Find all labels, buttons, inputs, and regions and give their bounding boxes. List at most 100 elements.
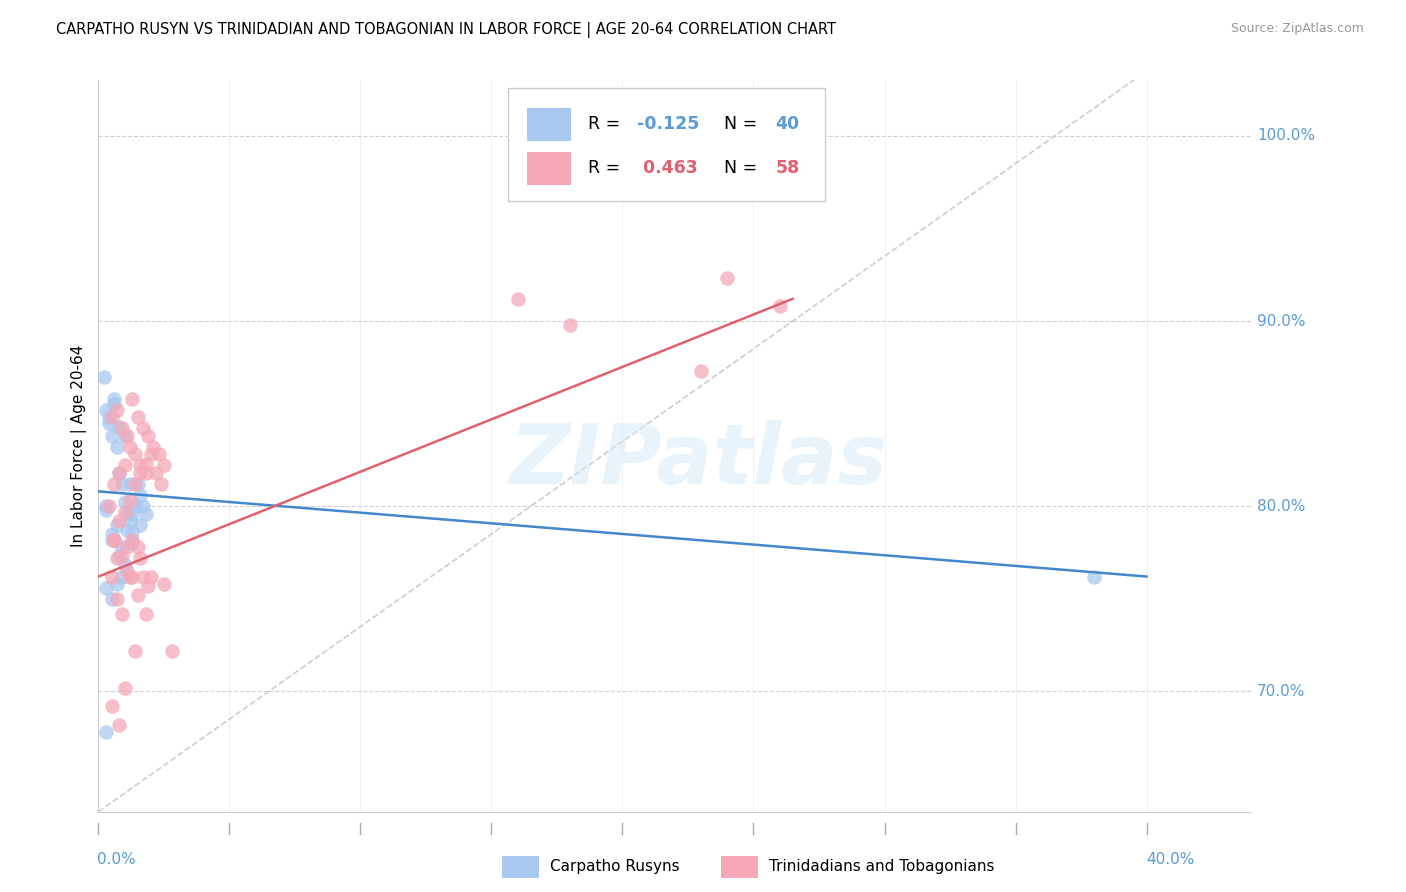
Point [97, 410, 120, 425]
Point [117, 429, 138, 443]
Point [121, 569, 143, 583]
Text: 58: 58 [775, 159, 800, 177]
Point [117, 507, 138, 521]
Text: 100.0%: 100.0% [1257, 128, 1315, 144]
Text: Source: ZipAtlas.com: Source: ZipAtlas.com [1230, 22, 1364, 36]
Point [117, 523, 138, 537]
FancyBboxPatch shape [508, 87, 825, 201]
Point [153, 458, 176, 473]
Point [103, 533, 125, 547]
Point [103, 397, 125, 411]
Point [100, 429, 122, 443]
Point [100, 591, 122, 606]
Text: 70.0%: 70.0% [1257, 684, 1306, 698]
Bar [527, 152, 571, 185]
Point [100, 533, 122, 547]
Point [96, 503, 118, 517]
Point [96, 581, 118, 595]
Point [111, 569, 134, 583]
Point [114, 681, 136, 695]
Point [142, 440, 165, 454]
Point [103, 533, 125, 547]
Point [129, 466, 152, 480]
Point [1083, 569, 1105, 583]
Text: 0.0%: 0.0% [97, 852, 136, 867]
Point [129, 551, 152, 566]
Point [108, 514, 131, 528]
Text: 90.0%: 90.0% [1257, 313, 1306, 328]
Point [96, 403, 118, 417]
Point [97, 416, 120, 430]
Point [96, 725, 118, 739]
Point [105, 403, 128, 417]
Point [148, 447, 170, 461]
Point [139, 569, 162, 583]
Text: Carpatho Rusyns: Carpatho Rusyns [550, 859, 681, 874]
Point [96, 499, 118, 513]
Point [117, 540, 138, 554]
Point [160, 643, 183, 657]
Point [111, 549, 134, 564]
Point [111, 421, 134, 435]
Point [108, 466, 131, 480]
Point [136, 429, 159, 443]
Point [121, 525, 143, 540]
Point [558, 318, 581, 332]
Point [121, 507, 143, 521]
Point [114, 458, 136, 473]
Point [769, 299, 792, 313]
Text: ZIPatlas: ZIPatlas [509, 420, 887, 501]
Point [105, 551, 128, 566]
Text: CARPATHO RUSYN VS TRINIDADIAN AND TOBAGONIAN IN LABOR FORCE | AGE 20-64 CORRELAT: CARPATHO RUSYN VS TRINIDADIAN AND TOBAGO… [56, 22, 837, 38]
Point [100, 527, 122, 541]
Point [127, 588, 149, 602]
Point [93, 369, 115, 384]
Point [118, 569, 141, 583]
Point [118, 514, 141, 528]
Point [124, 643, 146, 657]
Point [129, 458, 152, 473]
Text: 40.0%: 40.0% [1146, 852, 1195, 867]
Point [121, 533, 143, 547]
Point [105, 577, 128, 591]
Point [506, 292, 529, 306]
Point [124, 447, 146, 461]
Point [105, 517, 128, 532]
Text: N =: N = [713, 115, 762, 133]
Text: -0.125: -0.125 [637, 115, 699, 133]
Point [132, 499, 155, 513]
Point [135, 507, 157, 521]
Text: 80.0%: 80.0% [1257, 499, 1306, 514]
Text: Trinidadians and Tobagonians: Trinidadians and Tobagonians [769, 859, 995, 874]
Point [105, 591, 128, 606]
Point [136, 579, 159, 593]
Point [135, 457, 157, 471]
Point [135, 466, 157, 480]
Point [111, 540, 134, 554]
Point [111, 477, 134, 491]
Point [135, 607, 157, 621]
Point [105, 440, 128, 454]
Point [111, 607, 134, 621]
Y-axis label: In Labor Force | Age 20-64: In Labor Force | Age 20-64 [72, 345, 87, 547]
Point [153, 577, 176, 591]
Point [690, 364, 713, 378]
Point [108, 419, 131, 434]
Text: N =: N = [713, 159, 762, 177]
Point [132, 569, 155, 583]
Point [108, 466, 131, 480]
Point [114, 429, 136, 443]
Text: R =: R = [588, 115, 626, 133]
Point [118, 477, 141, 491]
Point [114, 495, 136, 509]
Point [121, 536, 143, 550]
Point [124, 499, 146, 513]
Point [132, 421, 155, 435]
Point [100, 699, 122, 714]
Point [129, 488, 152, 502]
Bar [502, 855, 538, 878]
Bar [721, 855, 758, 878]
Point [127, 477, 149, 491]
Point [114, 505, 136, 519]
Bar [527, 108, 571, 141]
